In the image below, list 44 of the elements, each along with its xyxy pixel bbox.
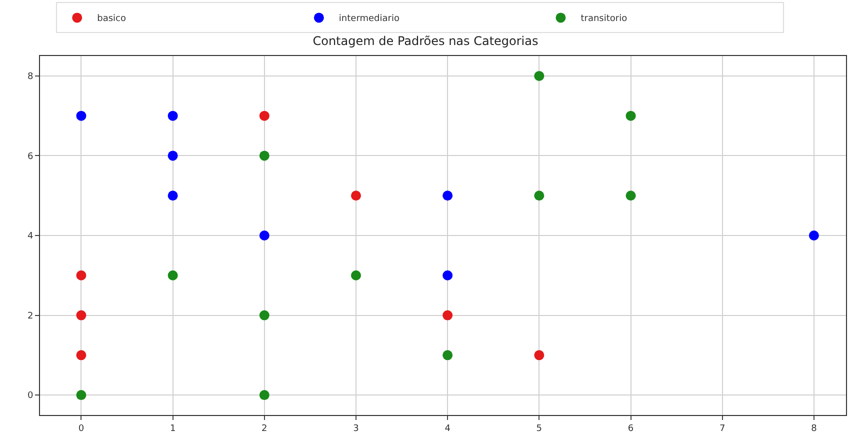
y-tick-label: 4 bbox=[27, 232, 34, 242]
point bbox=[76, 270, 86, 280]
x-tick-label: 6 bbox=[628, 424, 634, 434]
point bbox=[534, 70, 544, 81]
point bbox=[626, 190, 636, 201]
chart-title: Contagem de Padrões nas Categorias bbox=[312, 34, 538, 48]
point bbox=[442, 310, 453, 320]
point bbox=[259, 230, 270, 240]
y-tick-label: 8 bbox=[27, 72, 34, 82]
x-tick-label: 8 bbox=[811, 424, 818, 434]
x-tick-label: 4 bbox=[444, 424, 451, 434]
legend-label: intermediario bbox=[338, 14, 400, 24]
point bbox=[76, 310, 86, 320]
point bbox=[442, 190, 453, 201]
point bbox=[626, 110, 636, 121]
point bbox=[534, 350, 544, 360]
point bbox=[808, 230, 819, 240]
point bbox=[534, 190, 544, 201]
point bbox=[168, 150, 178, 161]
y-tick-label: 2 bbox=[27, 311, 34, 322]
point bbox=[350, 190, 361, 201]
x-tick-label: 7 bbox=[719, 424, 726, 434]
x-tick-label: 1 bbox=[170, 424, 176, 434]
point bbox=[259, 150, 270, 161]
legend-label: basico bbox=[97, 14, 126, 24]
y-tick-label: 0 bbox=[27, 391, 34, 402]
point bbox=[76, 390, 86, 400]
point bbox=[168, 270, 178, 280]
point bbox=[168, 190, 178, 201]
y-tick-label: 6 bbox=[27, 152, 34, 162]
x-tick-label: 3 bbox=[353, 424, 359, 434]
point bbox=[259, 310, 270, 320]
point bbox=[76, 110, 86, 121]
point bbox=[168, 110, 178, 121]
point bbox=[442, 270, 453, 280]
x-tick-label: 0 bbox=[78, 424, 84, 434]
point bbox=[350, 270, 361, 280]
x-tick-label: 5 bbox=[536, 424, 542, 434]
point bbox=[259, 110, 270, 121]
point bbox=[259, 390, 270, 400]
point bbox=[442, 350, 453, 360]
legend-label: transitorio bbox=[580, 14, 628, 24]
point bbox=[76, 350, 86, 360]
x-tick-label: 2 bbox=[262, 424, 268, 434]
